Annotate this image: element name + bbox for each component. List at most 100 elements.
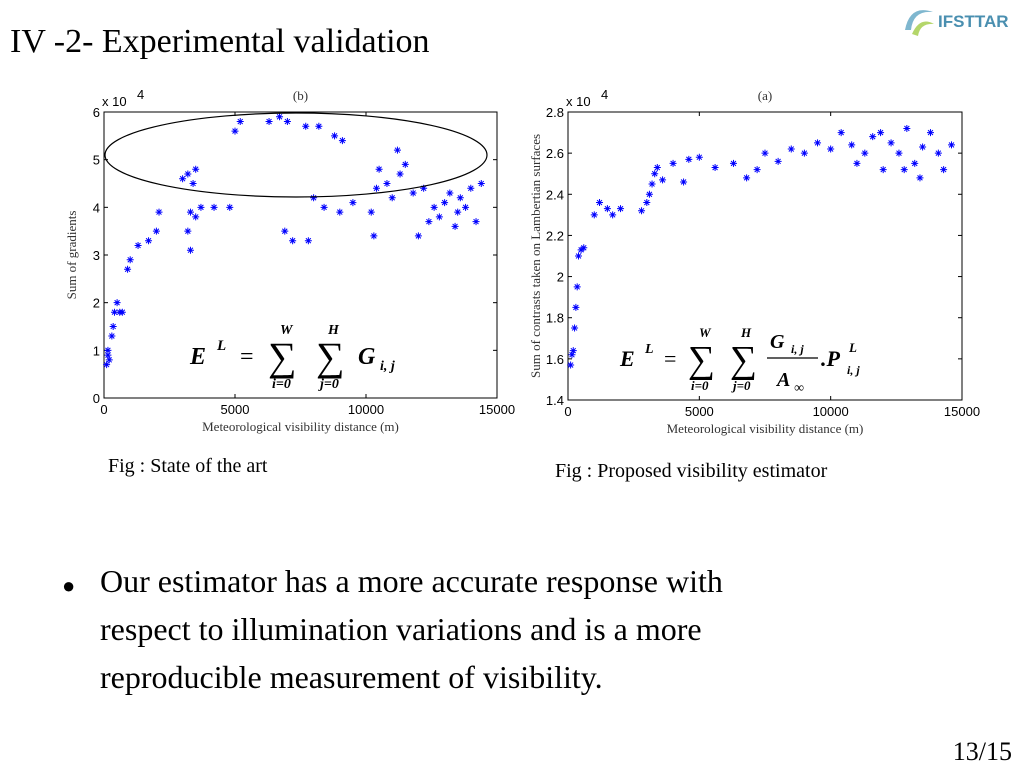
point xyxy=(472,218,480,226)
point xyxy=(916,174,924,182)
point xyxy=(617,205,625,213)
x-tick-label: 10000 xyxy=(813,404,849,419)
point xyxy=(104,351,112,359)
point xyxy=(638,207,646,215)
point xyxy=(124,265,132,273)
logo-text: IFSTTAR xyxy=(938,12,1009,31)
y-tick-label: 2 xyxy=(557,270,564,285)
point xyxy=(879,166,887,174)
point xyxy=(276,113,284,121)
y-tick-label: 1 xyxy=(93,343,100,358)
formula-text: E xyxy=(619,346,635,371)
formula-text: G xyxy=(770,331,785,353)
point xyxy=(396,170,404,178)
point xyxy=(446,189,454,197)
y-tick-label: 6 xyxy=(93,105,100,120)
point xyxy=(336,208,344,216)
point xyxy=(895,149,903,157)
point xyxy=(761,149,769,157)
point xyxy=(435,213,443,221)
y-tick-label: 1.6 xyxy=(546,352,564,367)
point xyxy=(573,283,581,291)
point xyxy=(192,165,200,173)
point xyxy=(911,159,919,167)
point xyxy=(388,194,396,202)
point xyxy=(289,237,297,245)
y-tick-label: 2.6 xyxy=(546,146,564,161)
y-tick-label: 2.2 xyxy=(546,228,564,243)
point xyxy=(186,208,194,216)
point xyxy=(569,347,577,355)
point xyxy=(467,184,475,192)
point xyxy=(281,227,289,235)
point xyxy=(753,166,761,174)
point xyxy=(393,146,401,154)
point xyxy=(575,252,583,260)
bullet-symbol: ● xyxy=(62,573,75,598)
point xyxy=(451,222,459,230)
point xyxy=(695,153,703,161)
point xyxy=(134,241,142,249)
x-tick-label: 0 xyxy=(564,404,571,419)
point xyxy=(645,190,653,198)
point xyxy=(184,170,192,178)
y-multiplier-exp: 4 xyxy=(137,87,144,102)
point xyxy=(869,133,877,141)
y-axis-label: Sum of gradients xyxy=(64,211,79,300)
formula-text: W xyxy=(699,325,712,340)
formula-text: i=0 xyxy=(691,378,709,393)
y-axis-label: Sum of contrasts taken on Lambertian sur… xyxy=(528,134,543,378)
point xyxy=(571,324,579,332)
formula-text: ∑ xyxy=(268,334,297,379)
slide-title: IV -2- Experimental validation xyxy=(10,23,430,60)
formula-text: ∑ xyxy=(730,339,757,381)
point xyxy=(197,203,205,211)
formula-text: E xyxy=(189,344,206,370)
point xyxy=(572,303,580,311)
point xyxy=(109,323,117,330)
chart: 0 5000 10000 15000 1.4 1.6 1.8 2 2.2 2.4 2.6 2.8 (a)… xyxy=(528,87,980,436)
point xyxy=(375,165,383,173)
x-tick-label: 10000 xyxy=(348,402,384,417)
point xyxy=(919,143,927,151)
point xyxy=(310,194,318,202)
point xyxy=(184,227,192,235)
point xyxy=(787,145,795,153)
point xyxy=(926,129,934,137)
y-multiplier: x 10 xyxy=(102,94,127,109)
point xyxy=(179,175,187,183)
point xyxy=(409,189,417,197)
y-tick-label: 3 xyxy=(93,248,100,263)
formula-text: i, j xyxy=(791,342,804,356)
point xyxy=(456,194,464,202)
formula-text: j=0 xyxy=(731,378,751,393)
formula-text: H xyxy=(740,325,752,340)
page-number: 13/15 xyxy=(953,737,1012,766)
point xyxy=(372,184,380,192)
formula-text: ∑ xyxy=(316,334,345,379)
formula-text: L xyxy=(644,342,654,357)
caption: Fig : Proposed visibility estimator xyxy=(555,460,828,482)
point xyxy=(900,166,908,174)
point xyxy=(580,244,588,252)
point xyxy=(302,122,310,130)
x-tick-label: 5000 xyxy=(685,404,714,419)
point xyxy=(367,208,375,216)
point xyxy=(189,180,197,187)
point xyxy=(104,346,112,354)
point xyxy=(145,237,153,245)
point xyxy=(659,176,667,184)
y-tick-label: 5 xyxy=(93,153,100,168)
point xyxy=(774,157,782,165)
point xyxy=(940,166,948,174)
x-tick-label: 5000 xyxy=(221,402,250,417)
formula-text: .P xyxy=(821,346,841,371)
point xyxy=(113,299,121,307)
plot-area xyxy=(567,111,963,401)
formula-text: L xyxy=(848,340,857,355)
formula-text: L xyxy=(216,338,226,354)
formula-text: = xyxy=(664,346,676,371)
point xyxy=(596,199,604,207)
point xyxy=(903,124,911,132)
logo: IFSTTAR xyxy=(905,10,1009,36)
